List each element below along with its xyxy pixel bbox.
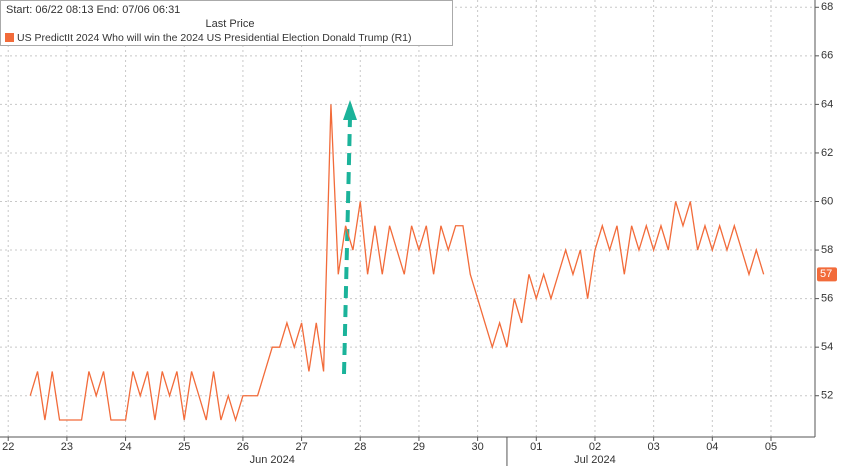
- legend-box: [0, 0, 453, 46]
- last-value-tag: [817, 267, 837, 282]
- price-line: [29, 104, 765, 423]
- legend-label: US PredictIt 2024 Who will win the 2024 …: [17, 32, 412, 44]
- annotation-arrow: [342, 100, 357, 375]
- y-tick-label: 60: [821, 195, 833, 207]
- x-tick-label: 27: [295, 441, 307, 453]
- x-tick-label: 29: [413, 441, 425, 453]
- month-label: Jun 2024: [250, 454, 295, 466]
- legend-swatch: [5, 33, 14, 42]
- x-tick-label: 04: [706, 441, 718, 453]
- x-tick-label: 30: [471, 441, 483, 453]
- x-tick-label: 22: [2, 441, 14, 453]
- y-tick-label: 62: [821, 147, 833, 159]
- x-tick-label: 28: [354, 441, 366, 453]
- x-tick-label: 24: [119, 441, 131, 453]
- x-tick-label: 26: [237, 441, 249, 453]
- x-tick-label: 02: [589, 441, 601, 453]
- plot-area: [0, 0, 815, 437]
- x-tick-label: 05: [765, 441, 777, 453]
- y-tick-label: 52: [821, 390, 833, 402]
- x-tick-label: 01: [530, 441, 542, 453]
- x-tick-label: 03: [648, 441, 660, 453]
- y-tick-label: 56: [821, 293, 833, 305]
- last-value-label: 57: [820, 268, 832, 280]
- legend-header: Start: 06/22 08:13 End: 07/06 06:31: [6, 4, 180, 16]
- y-tick-label: 58: [821, 244, 833, 256]
- y-tick-label: 66: [821, 50, 833, 62]
- legend: Start: 06/22 08:13 End: 07/06 06:31 Last …: [0, 0, 453, 46]
- x-tick-label: 25: [178, 441, 190, 453]
- legend-subtitle: Last Price: [206, 18, 255, 30]
- y-tick-label: 54: [821, 341, 833, 353]
- x-tick-label: 23: [61, 441, 73, 453]
- y-tick-label: 68: [821, 1, 833, 13]
- month-label: Jul 2024: [574, 454, 616, 466]
- y-tick-label: 64: [821, 98, 833, 110]
